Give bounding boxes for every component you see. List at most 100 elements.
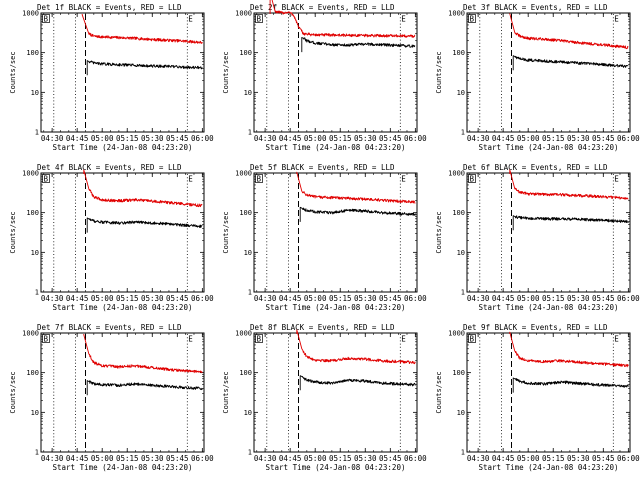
x-tick-label: 05:15 — [329, 134, 352, 143]
x-tick-label: 06:00 — [404, 134, 427, 143]
y-tick-label: 1 — [35, 289, 39, 297]
panel-det-1f: Det 1f BLACK = Events, RED = LLD 1 10 100 10… — [9, 3, 214, 152]
begin-marker-box — [255, 334, 263, 343]
series-line-black-events — [86, 217, 203, 233]
y-tick-label: 1 — [35, 129, 39, 137]
y-tick-label: 100 — [26, 209, 39, 217]
x-tick-label: 05:30 — [567, 454, 590, 463]
x-tick-label: 05:45 — [166, 134, 189, 143]
x-axis-label: Start Time (24-Jan-08 04:23:20) — [53, 303, 193, 312]
plot-title: Det 8f BLACK = Events, RED = LLD — [250, 323, 395, 332]
y-tick-label: 1000 — [448, 330, 465, 338]
x-tick-label: 04:45 — [492, 454, 515, 463]
x-tick-label: 05:00 — [517, 134, 540, 143]
x-tick-label: 06:00 — [191, 134, 214, 143]
x-tick-label: 05:00 — [304, 134, 327, 143]
x-tick-label: 05:45 — [592, 454, 615, 463]
y-tick-label: 100 — [452, 209, 465, 217]
x-tick-label: 04:45 — [492, 134, 515, 143]
end-marker-label: E — [188, 15, 193, 24]
begin-marker-box — [468, 334, 476, 343]
y-tick-label: 10 — [457, 249, 465, 257]
x-tick-label: 06:00 — [191, 294, 214, 303]
x-tick-label: 05:30 — [354, 294, 377, 303]
begin-marker-label: B — [470, 335, 475, 344]
x-tick-label: 04:30 — [467, 294, 490, 303]
x-tick-label: 06:00 — [617, 134, 640, 143]
y-tick-label: 1 — [248, 449, 252, 457]
plot-title: Det 2f BLACK = Events, RED = LLD — [250, 3, 395, 12]
x-tick-label: 05:45 — [592, 134, 615, 143]
series-line-red-lld — [83, 169, 203, 208]
x-tick-label: 05:00 — [91, 294, 114, 303]
series-line-black-events — [512, 215, 629, 231]
panel-det-8f: Det 8f BLACK = Events, RED = LLD 1 10 100 10… — [222, 323, 427, 472]
x-axis-label: Start Time (24-Jan-08 04:23:20) — [266, 463, 406, 472]
x-tick-label: 04:30 — [467, 134, 490, 143]
end-marker-label: E — [614, 335, 619, 344]
y-tick-label: 100 — [26, 49, 39, 57]
y-tick-label: 100 — [239, 369, 252, 377]
x-tick-label: 04:30 — [41, 134, 64, 143]
y-tick-label: 100 — [452, 369, 465, 377]
x-tick-label: 05:30 — [141, 294, 164, 303]
x-tick-label: 05:45 — [166, 454, 189, 463]
x-tick-label: 04:45 — [66, 294, 89, 303]
panel-det-7f: Det 7f BLACK = Events, RED = LLD 1 10 100 10… — [9, 323, 214, 472]
x-tick-label: 06:00 — [404, 454, 427, 463]
x-tick-label: 06:00 — [617, 294, 640, 303]
y-tick-label: 10 — [457, 409, 465, 417]
x-tick-label: 04:30 — [41, 294, 64, 303]
y-tick-label: 1000 — [235, 170, 252, 178]
y-tick-label: 10 — [31, 409, 39, 417]
y-tick-label: 100 — [239, 49, 252, 57]
y-tick-label: 1000 — [448, 170, 465, 178]
plot-frame — [253, 12, 418, 133]
panel-det-4f: Det 4f BLACK = Events, RED = LLD 1 10 100 10… — [9, 163, 214, 312]
x-tick-label: 05:30 — [567, 294, 590, 303]
series-line-red-lld — [509, 331, 629, 368]
begin-marker-box — [42, 14, 50, 23]
y-axis-label: Counts/sec — [222, 211, 230, 253]
begin-marker-box — [42, 174, 50, 183]
series-line-red-lld — [83, 334, 203, 374]
y-tick-label: 10 — [244, 89, 252, 97]
series-line-black-events — [299, 375, 416, 391]
x-tick-label: 05:15 — [116, 294, 139, 303]
x-axis-label: Start Time (24-Jan-08 04:23:20) — [479, 463, 619, 472]
x-tick-label: 05:30 — [141, 134, 164, 143]
plot-title: Det 5f BLACK = Events, RED = LLD — [250, 163, 395, 172]
x-tick-label: 05:15 — [116, 454, 139, 463]
panel-det-3f: Det 3f BLACK = Events, RED = LLD 1 10 100 10… — [435, 3, 640, 152]
x-axis-label: Start Time (24-Jan-08 04:23:20) — [53, 463, 193, 472]
x-tick-label: 05:30 — [354, 134, 377, 143]
series-line-red-lld — [269, 0, 416, 38]
plot-title: Det 3f BLACK = Events, RED = LLD — [463, 3, 608, 12]
x-tick-label: 05:00 — [517, 454, 540, 463]
x-tick-label: 05:30 — [141, 454, 164, 463]
y-tick-label: 100 — [239, 209, 252, 217]
x-tick-label: 05:30 — [354, 454, 377, 463]
x-tick-label: 04:45 — [66, 454, 89, 463]
begin-marker-label: B — [44, 175, 49, 184]
y-tick-label: 10 — [244, 249, 252, 257]
plot-frame — [40, 332, 205, 453]
end-marker-label: E — [401, 335, 406, 344]
y-tick-label: 1000 — [22, 330, 39, 338]
begin-marker-box — [468, 14, 476, 23]
x-tick-label: 05:45 — [379, 294, 402, 303]
series-line-black-events — [299, 206, 416, 222]
x-tick-label: 05:15 — [542, 294, 565, 303]
y-tick-label: 1000 — [448, 10, 465, 18]
begin-marker-label: B — [44, 15, 49, 24]
y-axis-label: Counts/sec — [9, 51, 17, 93]
plot-frame — [40, 12, 205, 133]
x-tick-label: 05:00 — [304, 294, 327, 303]
series-line-red-lld — [509, 13, 629, 50]
y-tick-label: 1 — [35, 449, 39, 457]
y-tick-label: 1 — [248, 289, 252, 297]
y-tick-label: 100 — [26, 369, 39, 377]
series-line-red-lld — [296, 329, 416, 365]
